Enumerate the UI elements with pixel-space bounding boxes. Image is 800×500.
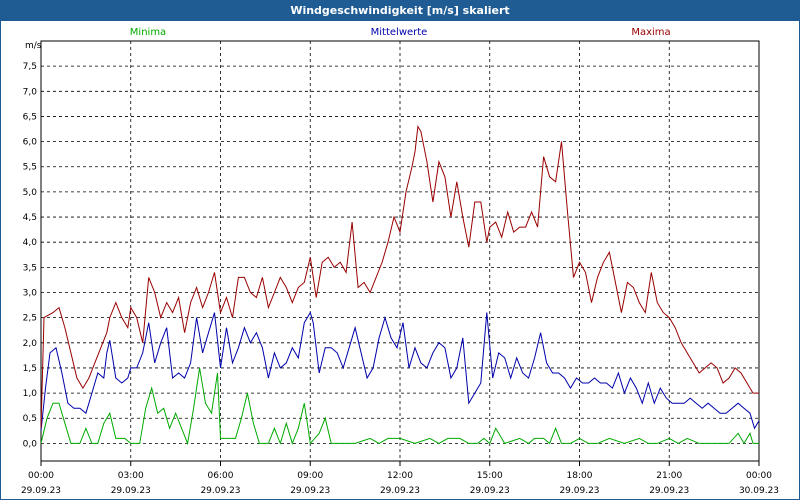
y-tick-label: 3,5 [23, 263, 37, 273]
y-tick-label: 2,5 [23, 314, 37, 324]
x-tick-time: 21:00 [656, 471, 682, 481]
y-tick-label: 5,0 [23, 188, 38, 198]
legend-entry-mittelwerte: Mittelwerte [371, 27, 428, 38]
x-tick-date: 29.09.23 [559, 486, 599, 496]
y-tick-label: 6,0 [23, 138, 38, 148]
y-axis-label: m/s [25, 41, 42, 51]
x-axis-ticks: 00:00 29.09.23 03:00 29.09.23 06:00 29.09.23 0… [21, 461, 779, 496]
x-tick-time: 03:00 [118, 471, 144, 481]
x-tick-date: 29.09.23 [649, 486, 689, 496]
x-tick-time: 06:00 [208, 471, 234, 481]
x-tick-date: 29.09.23 [380, 486, 420, 496]
legend-entry-maxima: Maxima [631, 27, 670, 38]
x-tick-time: 00:00 [28, 471, 54, 481]
y-tick-label: 4,0 [23, 238, 38, 248]
y-tick-label: 7,5 [23, 62, 37, 72]
y-axis-ticks: 0,0 0,5 1,0 1,5 2,0 2,5 3,0 3,5 4,0 4,5 5,0 5,5 6,0 6… [23, 62, 38, 449]
y-tick-label: 0,5 [23, 414, 37, 424]
x-tick-date: 29.09.23 [21, 486, 61, 496]
x-tick-time: 12:00 [387, 471, 413, 481]
gridlines [41, 41, 759, 461]
y-tick-label: 3,0 [23, 288, 38, 298]
y-tick-label: 1,0 [23, 389, 38, 399]
x-tick-time: 15:00 [477, 471, 503, 481]
x-tick-time: 00:00 [746, 471, 772, 481]
window-title: Windgeschwindigkeit [m/s] skaliert [1, 1, 799, 21]
x-tick-date: 29.09.23 [290, 486, 330, 496]
x-tick-date: 29.09.23 [111, 486, 151, 496]
y-tick-label: 7,0 [23, 87, 38, 97]
y-tick-label: 6,5 [23, 112, 37, 122]
series-line-maxima [40, 124, 759, 429]
x-tick-time: 18:00 [567, 471, 593, 481]
series-line-minima [40, 367, 759, 446]
series-layer [40, 124, 760, 446]
x-tick-date: 29.09.23 [470, 486, 510, 496]
x-tick-date: 30.09.23 [739, 486, 779, 496]
chart-svg: 0,0 0,5 1,0 1,5 2,0 2,5 3,0 3,5 4,0 4,5 5,0 5,5 6,0 6… [21, 27, 779, 496]
x-tick-time: 09:00 [297, 471, 323, 481]
y-tick-label: 1,5 [23, 364, 37, 374]
legend: Minima Mittelwerte Maxima [130, 27, 671, 38]
series-line-mittelwerte [40, 311, 760, 431]
x-tick-date: 29.09.23 [200, 486, 240, 496]
legend-entry-minima: Minima [130, 27, 166, 38]
y-tick-label: 5,5 [23, 163, 37, 173]
y-tick-label: 0,0 [23, 439, 38, 449]
y-tick-label: 2,0 [23, 339, 38, 349]
y-tick-label: 4,5 [23, 213, 37, 223]
